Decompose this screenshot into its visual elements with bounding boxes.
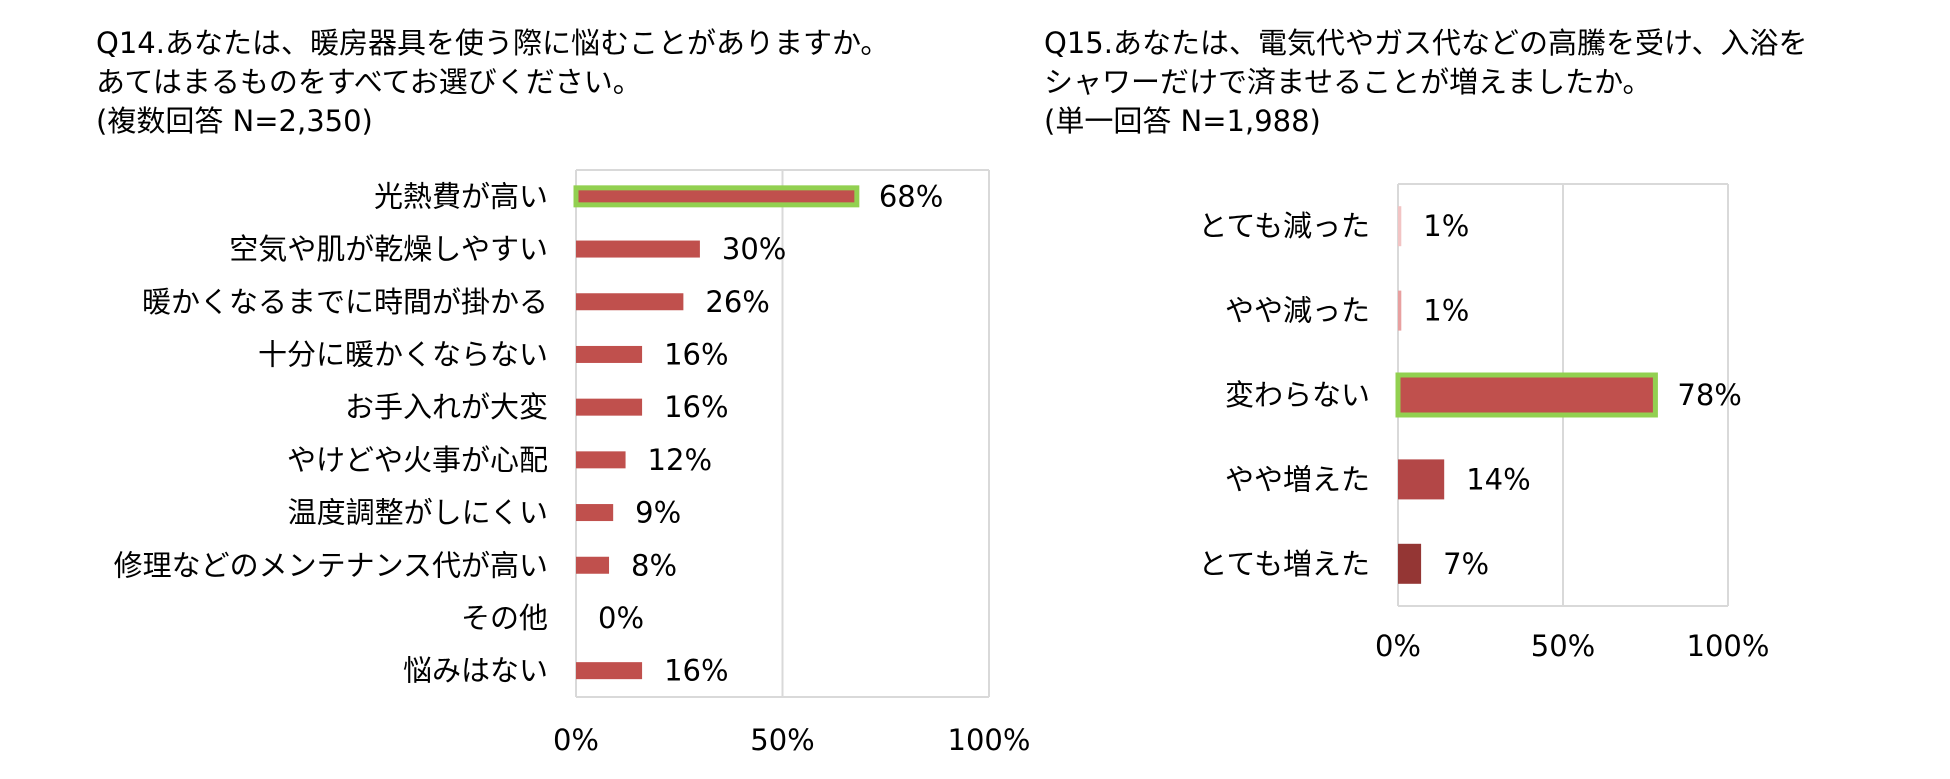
- q14-title: Q14.あなたは、暖房器具を使う際に悩むことがありますか。 あてはまるものをすべ…: [96, 24, 889, 141]
- q14-category-label: 空気や肌が乾燥しやすい: [229, 232, 548, 266]
- q14-category-label: 悩みはない: [403, 654, 548, 688]
- q15-category-label: とても減った: [1198, 209, 1370, 243]
- q14-data-label: 68%: [879, 179, 943, 213]
- q14-bar: [576, 504, 614, 522]
- q14-title-line: あてはまるものをすべてお選びください。: [96, 65, 642, 99]
- q15-data-label: 78%: [1677, 378, 1741, 412]
- q14-data-label: 12%: [648, 443, 712, 477]
- q15-title-line: シャワーだけで済ませることが増えましたか。: [1044, 65, 1652, 99]
- q15-data-label: 7%: [1443, 547, 1489, 581]
- q14-x-tick-label: 50%: [750, 723, 814, 757]
- q15-x-tick-label: 100%: [1687, 629, 1770, 663]
- q14-category-label: 温度調整がしにくい: [288, 496, 548, 530]
- q14-data-label: 16%: [664, 390, 728, 424]
- q14-bar: [576, 293, 684, 311]
- q15-bar: [1395, 372, 1658, 418]
- q15-category-label: やや増えた: [1225, 462, 1370, 496]
- q15-category-label: 変わらない: [1225, 378, 1370, 412]
- q15-x-tick-label: 0%: [1375, 629, 1421, 663]
- q14-bar: [576, 556, 610, 574]
- q15-title: Q15.あなたは、電気代やガス代などの高騰を受け、入浴を シャワーだけで済ませる…: [1044, 24, 1808, 141]
- q14-data-label: 16%: [664, 337, 728, 371]
- q15-data-label: 14%: [1466, 462, 1530, 496]
- q14-category-label: その他: [461, 601, 548, 635]
- q15-category-label: とても増えた: [1198, 547, 1370, 581]
- q14-data-label: 16%: [664, 654, 728, 688]
- q14-category-label: 光熱費が高い: [374, 179, 548, 213]
- q14-bar: [573, 185, 860, 208]
- q15-data-label: 1%: [1423, 294, 1469, 328]
- q15-category-label: やや減った: [1225, 294, 1370, 328]
- q15-bar: [1398, 206, 1402, 247]
- q15-bar: [1398, 459, 1445, 500]
- q14-bar: [576, 398, 643, 416]
- q15-bar: [1398, 543, 1422, 584]
- q14-title-line: Q14.あなたは、暖房器具を使う際に悩むことがありますか。: [96, 26, 890, 60]
- q14-bar: [576, 662, 643, 680]
- q14-category-label: 十分に暖かくならない: [258, 337, 548, 371]
- q14-data-label: 26%: [705, 285, 769, 319]
- q15-data-label: 1%: [1423, 209, 1469, 243]
- q14-title-line: (複数回答 N=2,350): [96, 104, 373, 138]
- q14-category-label: 暖かくなるまでに時間が掛かる: [142, 285, 548, 319]
- q15-bar: [1398, 290, 1402, 331]
- q14-bar: [576, 240, 700, 258]
- q14-category-label: お手入れが大変: [345, 390, 548, 424]
- q15-x-tick-label: 50%: [1531, 629, 1595, 663]
- q14-x-tick-label: 100%: [948, 723, 1031, 757]
- q15-title-line: (単一回答 N=1,988): [1044, 104, 1321, 138]
- q14-category-label: やけどや火事が心配: [287, 443, 548, 477]
- q15-title-line: Q15.あなたは、電気代やガス代などの高騰を受け、入浴を: [1044, 26, 1808, 60]
- q14-category-label: 修理などのメンテナンス代が高い: [114, 548, 548, 582]
- q14-data-label: 9%: [635, 496, 681, 530]
- q14-data-label: 30%: [722, 232, 786, 266]
- q14-bar: [576, 345, 643, 363]
- q14-data-label: 0%: [598, 601, 644, 635]
- q14-data-label: 8%: [631, 548, 677, 582]
- q14-bar: [576, 451, 626, 469]
- q14-x-tick-label: 0%: [553, 723, 599, 757]
